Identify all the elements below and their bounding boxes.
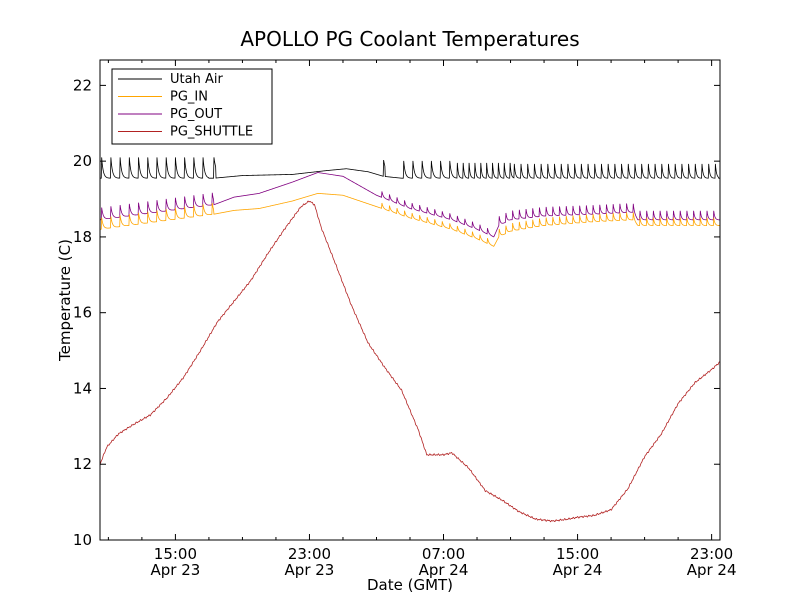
legend-label-pg-shuttle: PG_SHUTTLE (170, 125, 253, 140)
chart-title: APOLLO PG Coolant Temperatures (240, 27, 579, 51)
x-tick-date-label: Apr 23 (285, 561, 335, 579)
x-tick-date-label: Apr 23 (150, 561, 200, 579)
y-tick-label: 12 (73, 455, 92, 473)
legend-label-utah-air: Utah Air (170, 72, 223, 87)
x-tick-time-label: 15:00 (154, 545, 197, 563)
series-line-pg-shuttle (99, 200, 721, 523)
legend-label-pg-in: PG_IN (170, 90, 208, 105)
x-tick-time-label: 15:00 (556, 545, 599, 563)
y-tick-label: 14 (73, 379, 92, 397)
series-line-utah-air (100, 157, 720, 179)
series-line-pg-in (99, 192, 720, 247)
y-tick-label: 22 (73, 76, 92, 94)
legend: Utah Air PG_IN PG_OUT PG_SHUTTLE (111, 68, 273, 145)
axes-frame (99, 59, 721, 541)
plot-area (99, 157, 721, 523)
x-tick-date-label: Apr 24 (553, 561, 603, 579)
x-axis-label: Date (GMT) (367, 576, 453, 594)
y-tick-label: 16 (73, 304, 92, 322)
y-tick-label: 18 (73, 228, 92, 246)
y-tick-label: 10 (73, 531, 92, 549)
series-line-pg-out (99, 172, 720, 238)
legend-label-pg-out: PG_OUT (170, 107, 222, 122)
y-tick-label: 20 (73, 152, 92, 170)
x-tick-time-label: 23:00 (690, 545, 733, 563)
x-tick-time-label: 23:00 (288, 545, 331, 563)
x-tick-time-label: 07:00 (422, 545, 465, 563)
y-axis-label: Temperature (C) (56, 239, 74, 362)
x-tick-date-label: Apr 24 (687, 561, 737, 579)
x-tick-date-label: Apr 24 (419, 561, 469, 579)
